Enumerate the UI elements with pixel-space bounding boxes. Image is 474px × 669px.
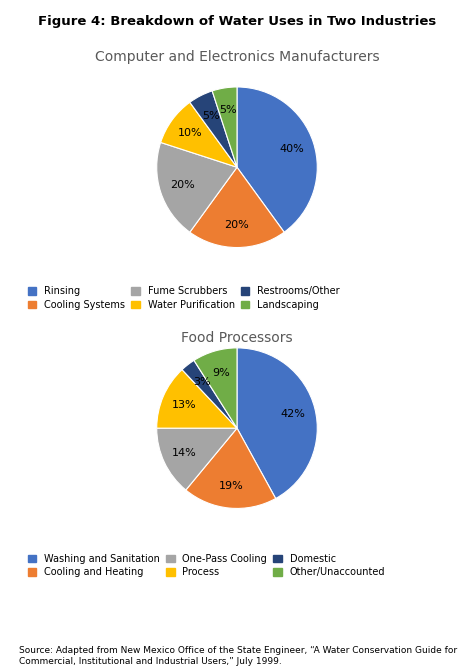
Text: 40%: 40% (280, 145, 304, 155)
Text: Source: Adapted from New Mexico Office of the State Engineer, “A Water Conservat: Source: Adapted from New Mexico Office o… (19, 646, 457, 666)
Wedge shape (186, 428, 276, 508)
Text: Food Processors: Food Processors (181, 331, 293, 345)
Text: Computer and Electronics Manufacturers: Computer and Electronics Manufacturers (95, 50, 379, 64)
Text: 13%: 13% (172, 400, 196, 410)
Wedge shape (237, 87, 317, 232)
Wedge shape (237, 348, 317, 498)
Text: 42%: 42% (281, 409, 305, 419)
Text: 3%: 3% (193, 377, 210, 387)
Wedge shape (194, 348, 237, 428)
Text: 19%: 19% (219, 481, 244, 490)
Legend: Washing and Sanitation, Cooling and Heating, One-Pass Cooling, Process, Domestic: Washing and Sanitation, Cooling and Heat… (24, 550, 389, 581)
Wedge shape (157, 428, 237, 490)
Text: 5%: 5% (219, 105, 237, 115)
Text: Figure 4: Breakdown of Water Uses in Two Industries: Figure 4: Breakdown of Water Uses in Two… (38, 15, 436, 28)
Wedge shape (182, 361, 237, 428)
Wedge shape (190, 167, 284, 248)
Legend: Rinsing, Cooling Systems, Fume Scrubbers, Water Purification, Restrooms/Other, L: Rinsing, Cooling Systems, Fume Scrubbers… (24, 282, 344, 314)
Text: 5%: 5% (202, 111, 219, 120)
Wedge shape (157, 142, 237, 232)
Wedge shape (190, 91, 237, 167)
Text: 14%: 14% (173, 448, 197, 458)
Text: 20%: 20% (225, 220, 249, 230)
Wedge shape (161, 102, 237, 167)
Text: 10%: 10% (178, 128, 202, 138)
Wedge shape (157, 370, 237, 428)
Text: 9%: 9% (212, 368, 230, 378)
Text: 20%: 20% (170, 180, 194, 190)
Wedge shape (212, 87, 237, 167)
